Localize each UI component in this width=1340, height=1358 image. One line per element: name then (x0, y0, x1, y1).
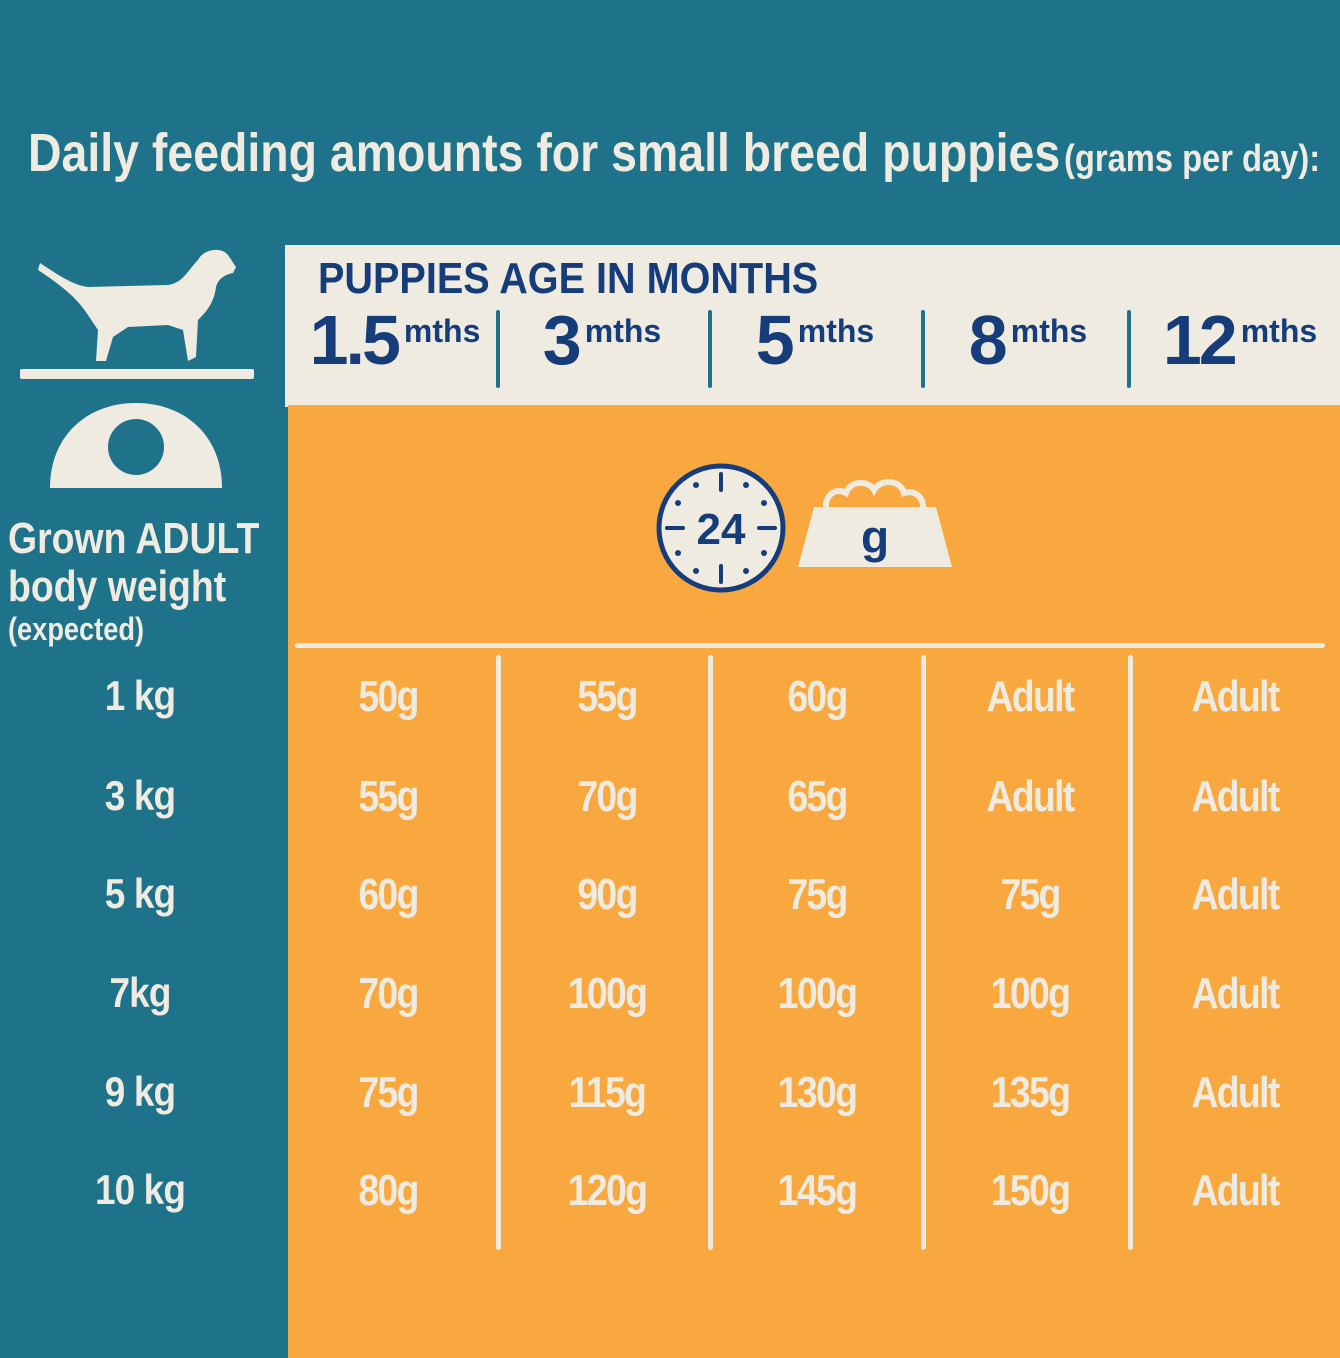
table-cell: 100g (567, 969, 648, 1018)
table-cell: 55g (577, 672, 638, 721)
row-weight: 1 kg (104, 672, 176, 719)
dog-on-scale-icon (20, 249, 254, 488)
table-cell: 65g (787, 772, 848, 821)
table-cell: 75g (1000, 870, 1061, 919)
age-header-label: PUPPIES AGE IN MONTHS (318, 254, 819, 303)
column-divider (921, 655, 926, 1250)
table-cell: 90g (577, 870, 638, 919)
age-col-5: 12 mths (1162, 301, 1318, 379)
table-cell: Adult (1191, 969, 1280, 1018)
bowl-unit: g (861, 511, 889, 563)
table-cell: 115g (568, 1068, 647, 1117)
table-cell: 70g (358, 969, 419, 1018)
table-cell: 100g (777, 969, 858, 1018)
table-cell: 70g (577, 772, 638, 821)
table-cell: 150g (990, 1166, 1071, 1215)
row-weight: 3 kg (104, 772, 176, 819)
header-divider (708, 310, 712, 388)
column-divider (1128, 655, 1133, 1250)
age-col-2: 3 mths (542, 301, 662, 379)
age-col-4: 8 mths (968, 301, 1088, 379)
table-cell: 75g (358, 1068, 419, 1117)
header-divider (1127, 310, 1131, 388)
table-cell: 75g (787, 870, 848, 919)
column-divider (708, 655, 713, 1250)
clock-24-icon: 24 (656, 463, 786, 593)
header-divider (496, 310, 500, 388)
age-col-1: 1.5 mths (309, 301, 481, 379)
page-title: Daily feeding amounts for small breed pu… (28, 123, 1321, 183)
header-divider (921, 310, 925, 388)
table-cell: 60g (358, 870, 419, 919)
table-cell: 135g (990, 1068, 1071, 1117)
age-col-3: 5 mths (755, 301, 875, 379)
table-divider (295, 643, 1325, 648)
table-cell: 120g (567, 1166, 648, 1215)
table-cell: 130g (777, 1068, 858, 1117)
clock-number: 24 (697, 505, 746, 554)
row-weight: 10 kg (94, 1166, 186, 1213)
table-cell: 50g (358, 672, 419, 721)
row-weight: 7kg (109, 969, 171, 1016)
table-cell: 80g (358, 1166, 419, 1215)
table-cell: 55g (358, 772, 419, 821)
row-weight: 5 kg (104, 870, 176, 917)
row-weight: 9 kg (104, 1068, 176, 1115)
table-cell: Adult (1191, 1068, 1280, 1117)
food-bowl-icon: g (798, 479, 952, 567)
table-cell: 100g (990, 969, 1071, 1018)
table-cell: Adult (1191, 772, 1280, 821)
row-header: Grown ADULT body weight (expected) (8, 514, 260, 647)
table-cell: Adult (986, 772, 1075, 821)
table-cell: Adult (1191, 1166, 1280, 1215)
table-cell: 60g (787, 672, 848, 721)
table-cell: 145g (777, 1166, 858, 1215)
table-cell: Adult (986, 672, 1075, 721)
table-cell: Adult (1191, 870, 1280, 919)
table-cell: Adult (1191, 672, 1280, 721)
column-divider (496, 655, 501, 1250)
age-header (285, 245, 1340, 407)
